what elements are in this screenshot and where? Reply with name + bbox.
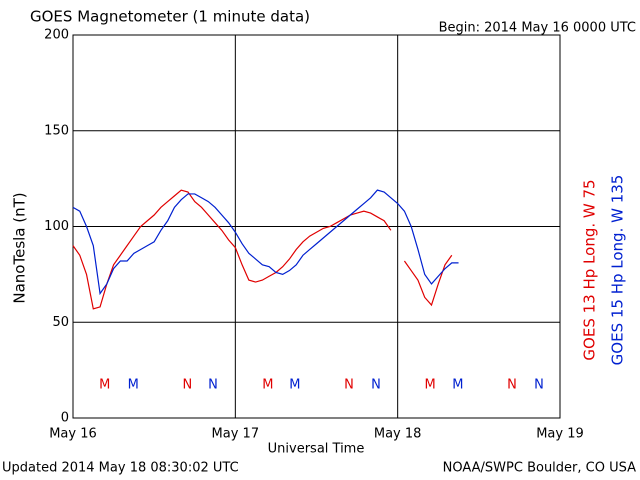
marker-label: M bbox=[452, 378, 463, 393]
marker-label: M bbox=[128, 378, 139, 393]
series-line bbox=[72, 189, 453, 310]
y-tick-label: 200 bbox=[44, 28, 69, 43]
series-line bbox=[72, 189, 459, 296]
legend-label: GOES 13 Hp Long. W 75 bbox=[581, 179, 599, 360]
y-axis-label: NanoTesla (nT) bbox=[11, 192, 29, 303]
y-tick-label: 50 bbox=[52, 315, 69, 330]
marker-label: N bbox=[208, 378, 218, 393]
chart-title: GOES Magnetometer (1 minute data) bbox=[30, 8, 310, 26]
marker-label: M bbox=[99, 378, 110, 393]
marker-label: N bbox=[534, 378, 544, 393]
marker-label: M bbox=[289, 378, 300, 393]
marker-label: M bbox=[262, 378, 273, 393]
footer-right: NOAA/SWPC Boulder, CO USA bbox=[443, 461, 636, 476]
x-axis-label: Universal Time bbox=[268, 442, 365, 457]
marker-label: N bbox=[344, 378, 354, 393]
x-tick-label: May 17 bbox=[212, 427, 260, 442]
y-tick-label: 150 bbox=[44, 123, 69, 138]
y-tick-label: 0 bbox=[61, 411, 69, 426]
footer-left: Updated 2014 May 18 08:30:02 UTC bbox=[2, 461, 239, 476]
legend-label: GOES 15 Hp Long. W 135 bbox=[609, 175, 627, 366]
subtitle: Begin: 2014 May 16 0000 UTC bbox=[439, 21, 636, 36]
y-tick-label: 100 bbox=[44, 219, 69, 234]
marker-label: N bbox=[182, 378, 192, 393]
x-tick-label: May 19 bbox=[536, 427, 584, 442]
marker-label: N bbox=[507, 378, 517, 393]
x-tick-label: May 16 bbox=[49, 427, 97, 442]
marker-label: M bbox=[425, 378, 436, 393]
marker-label: N bbox=[371, 378, 381, 393]
x-tick-label: May 18 bbox=[374, 427, 422, 442]
